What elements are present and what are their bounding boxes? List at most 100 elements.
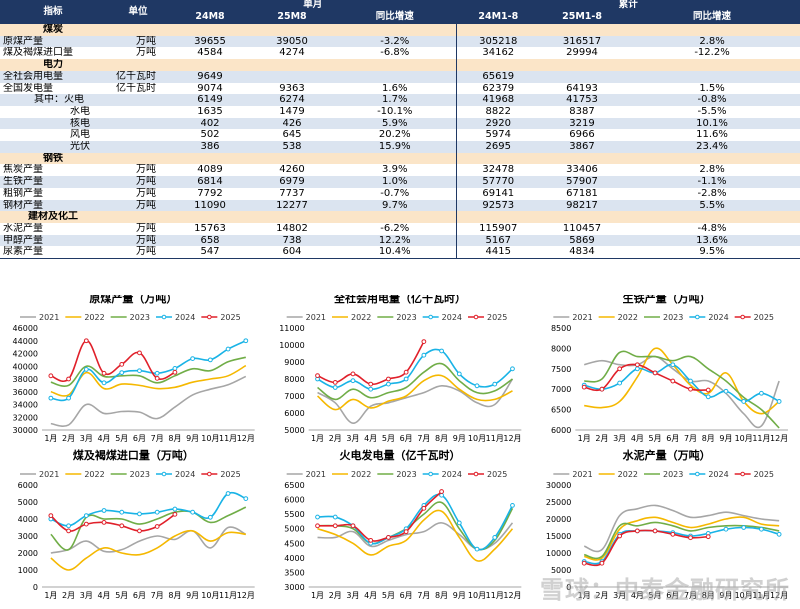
x-tick-label: 10月 — [735, 434, 753, 443]
x-tick-label: 8月 — [168, 434, 181, 443]
data-point-2024 — [776, 531, 782, 537]
row-label: 尿素产量 — [0, 246, 106, 260]
y-tick-label: 20000 — [546, 515, 571, 524]
legend-label: 2022 — [351, 470, 371, 479]
data-point-2024 — [510, 366, 515, 372]
data-point-2025 — [48, 373, 54, 379]
data-point-2025 — [581, 560, 587, 566]
table-row: 水电 1635 1479 -10.1% 8822 8387 -5.5% — [0, 105, 800, 118]
legend-marker — [428, 471, 433, 477]
row-value: 13.6% — [624, 234, 800, 247]
x-tick-label: 10月 — [201, 591, 219, 600]
section-fill — [250, 211, 334, 223]
row-value: 738 — [250, 234, 334, 247]
legend-label: 2025 — [754, 470, 774, 479]
header-row: 24M8 25M8 同比增速 24M1-8 25M1-8 同比增速 — [0, 10, 800, 24]
section-row: 电力 — [0, 59, 800, 71]
row-label: 焦炭产量 — [3, 164, 43, 176]
row-unit: 万吨 — [106, 35, 170, 48]
data-point-2025 — [101, 520, 107, 525]
row-value: 8387 — [569, 105, 595, 117]
y-tick-label: 25000 — [546, 498, 571, 507]
x-tick-label: 8月 — [435, 591, 448, 600]
y-tick-label: 5500 — [284, 510, 304, 519]
series-line-2022 — [317, 374, 513, 411]
x-tick-label: 10月 — [735, 591, 753, 600]
row-value: 502 — [200, 129, 220, 141]
chart-panel: 生铁产量（万吨） 2021 2022 2023 2024 2025 6000 6500 7000… — [551, 295, 788, 443]
y-tick-label: 4000 — [18, 515, 38, 524]
section-fill — [624, 211, 800, 223]
series-line-2021 — [317, 378, 514, 424]
legend-label: 2023 — [130, 470, 150, 479]
x-tick-label: 1月 — [578, 591, 591, 600]
row-unit — [106, 141, 170, 153]
data-point-2025 — [386, 535, 391, 540]
data-point-2025 — [137, 528, 142, 534]
row-value: 3219 — [540, 117, 625, 130]
chart-panel: 全社会用电量（亿千瓦时） 2021 2022 2023 2024 2025 5000 6000… — [279, 295, 521, 443]
data-point-2024 — [474, 546, 480, 552]
row-value: 69141 — [482, 187, 515, 199]
x-tick-label: 11月 — [219, 591, 237, 600]
series-line-2022 — [50, 364, 247, 397]
row-value: 9074 — [197, 82, 223, 94]
y-tick-label: 8500 — [551, 324, 571, 333]
x-tick-label: 12月 — [770, 591, 788, 600]
data-point-2025 — [154, 524, 160, 529]
data-point-2024 — [190, 356, 196, 361]
legend-label: 2023 — [396, 313, 416, 322]
legend-label: 2024 — [708, 470, 728, 479]
section-fill — [170, 152, 250, 165]
charts-panel: 原煤产量（万吨）2021 2022 2023 2024 2025300003200034… — [13, 295, 789, 600]
section-fill — [170, 59, 250, 71]
data-point-2024 — [207, 514, 213, 520]
legend-label: 2021 — [572, 470, 592, 479]
legend-marker — [740, 314, 745, 320]
data-point-2025 — [332, 380, 338, 385]
row-value: -6.2% — [334, 222, 457, 235]
section-fill — [106, 152, 170, 165]
section-fill — [456, 152, 541, 165]
data-point-2024 — [154, 370, 160, 376]
y-tick-label: 8000 — [284, 375, 304, 384]
row-value: 5.9% — [334, 117, 457, 130]
y-tick-label: 6000 — [284, 496, 304, 505]
x-tick-label: 2月 — [329, 591, 342, 600]
row-value: 4274 — [279, 47, 305, 59]
row-value — [250, 70, 334, 83]
row-value: 7737 — [279, 187, 305, 199]
chart-panel: 原煤产量（万吨） 2021 2022 2023 2024 2025 30000 32000 34… — [13, 295, 255, 443]
row-value — [624, 70, 800, 83]
y-tick-label: 7000 — [551, 385, 571, 394]
row-value: 32478 — [482, 164, 515, 176]
row-value: 11090 — [170, 199, 250, 212]
data-point-2025 — [421, 505, 427, 511]
legend-label: 2025 — [487, 470, 507, 479]
section-fill — [106, 59, 170, 71]
x-tick-label: 7月 — [684, 591, 697, 600]
legend-label: 2025 — [220, 313, 240, 322]
data-point-2024 — [723, 388, 729, 394]
row-label: 甲醇产量 — [0, 234, 106, 247]
y-tick-label: 4500 — [284, 539, 304, 548]
legend-label: 2023 — [130, 313, 150, 322]
data-point-2024 — [386, 381, 391, 387]
data-point-2025 — [688, 535, 693, 541]
legend-label: 2024 — [175, 313, 195, 322]
chart-panel: 煤及褐煤进口量（万吨） 2021 2022 2023 2024 2025 0 1000 2000… — [18, 448, 255, 600]
x-tick-label: 1月 — [44, 591, 57, 600]
series-line-2022 — [317, 509, 514, 562]
series-line-2023 — [317, 501, 514, 551]
legend-label: 2023 — [663, 313, 683, 322]
row-value: 2.8% — [699, 164, 725, 176]
table-row: 生铁产量 万吨 6814 6979 1.0% 57770 57907 -1.1% — [0, 176, 800, 188]
chart-title: 水泥产量（万吨） — [623, 448, 711, 462]
data-point-2024 — [83, 513, 89, 519]
x-tick-label: 3月 — [346, 434, 359, 443]
data-point-2025 — [350, 523, 356, 529]
table-row: 风电 502 645 20.2% 5974 6966 11.6% — [0, 129, 800, 142]
legend-label: 2024 — [175, 470, 195, 479]
row-unit: 万吨 — [106, 176, 170, 188]
y-tick-label: 6000 — [284, 409, 304, 418]
